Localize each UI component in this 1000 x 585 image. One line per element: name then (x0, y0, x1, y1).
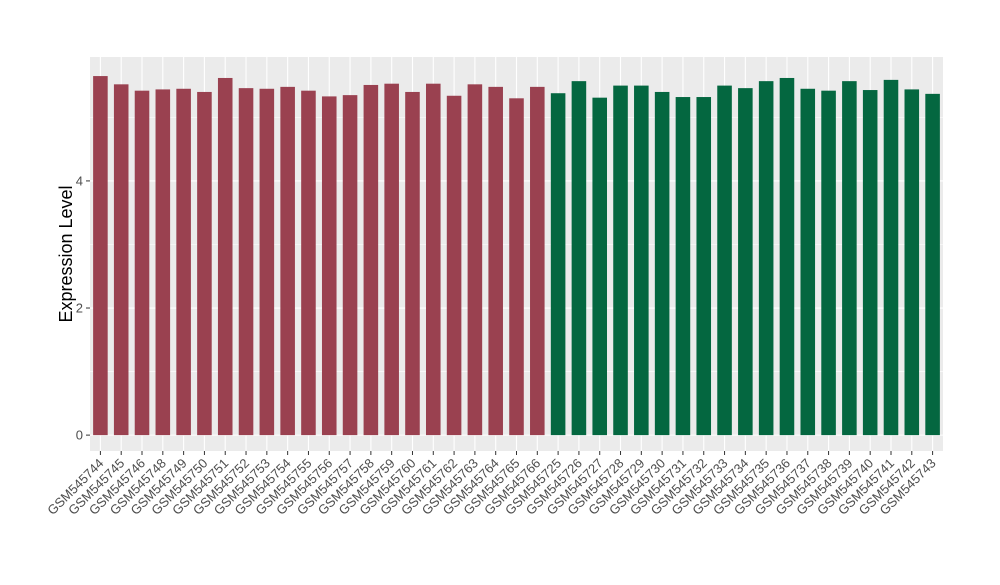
bar (321, 96, 337, 436)
bar (654, 91, 670, 436)
bar (779, 77, 795, 436)
bar (467, 84, 483, 436)
bar (301, 90, 316, 436)
bar (280, 86, 295, 436)
bar (550, 93, 566, 436)
x-axis: GSM545744GSM545745GSM545746GSM545748GSM5… (44, 451, 939, 518)
bar (425, 83, 441, 436)
bar (217, 77, 233, 436)
bar (342, 95, 358, 436)
bar (675, 97, 691, 436)
y-tick-label: 4 (76, 173, 83, 188)
bar (176, 88, 191, 436)
bar (758, 81, 774, 436)
bar (717, 85, 732, 436)
bar (134, 90, 150, 436)
bars (93, 76, 940, 436)
bar (634, 85, 649, 436)
bar (446, 95, 462, 436)
bar (925, 93, 940, 436)
bar (363, 84, 379, 436)
bar (155, 89, 171, 436)
bar (821, 90, 836, 436)
bar (384, 83, 399, 436)
bar (592, 97, 608, 436)
bar (509, 98, 524, 436)
bar (93, 76, 108, 436)
bar (238, 88, 254, 436)
y-axis-label: Expression Level (56, 185, 76, 322)
bar (571, 81, 587, 436)
bar (883, 79, 899, 436)
y-tick-label: 0 (76, 428, 83, 443)
bar (488, 86, 503, 436)
bar (613, 85, 628, 436)
bar (862, 90, 878, 436)
bar (113, 84, 129, 436)
bar (696, 97, 712, 436)
bar (842, 81, 857, 436)
bar (259, 88, 275, 436)
bar (738, 88, 753, 436)
bar (197, 91, 212, 436)
y-tick-label: 2 (76, 301, 83, 316)
bar (904, 89, 920, 436)
bar (530, 86, 545, 436)
bar (405, 91, 420, 436)
bar (800, 88, 816, 436)
y-axis: 0 2 4 (76, 173, 90, 443)
